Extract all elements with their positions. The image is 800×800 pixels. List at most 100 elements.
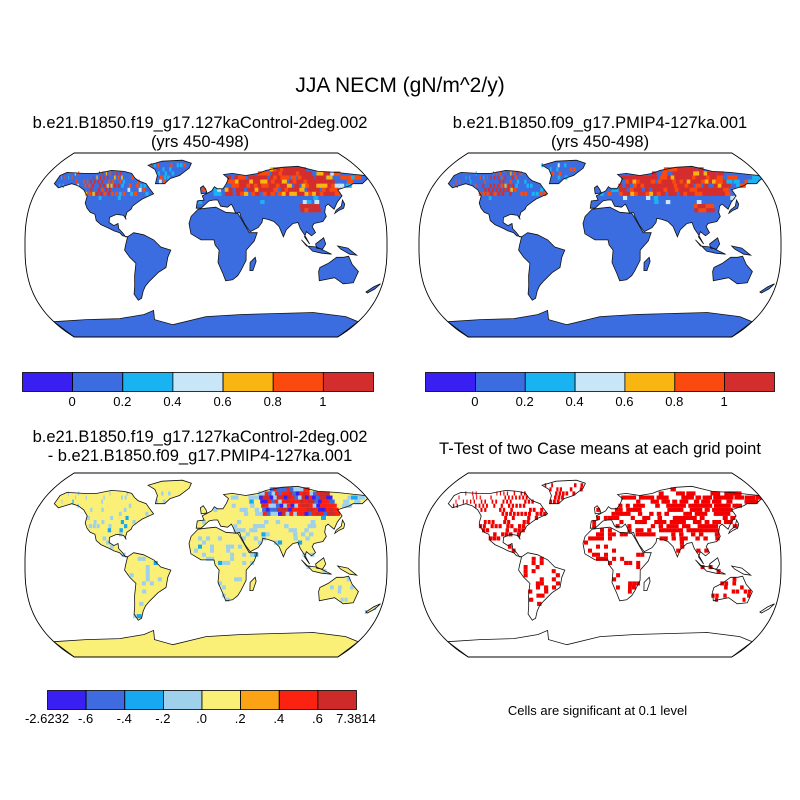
grid-cell: [653, 195, 659, 200]
coastline-new-guinea: [730, 245, 753, 256]
grid-cell: [119, 171, 122, 176]
grid-cell: [338, 585, 342, 590]
grid-cell: [717, 183, 724, 188]
grid-cell: [300, 487, 307, 492]
grid-cell: [627, 524, 632, 529]
grid-cell: [347, 175, 355, 180]
grid-cell: [524, 511, 528, 516]
grid-cell: [264, 171, 270, 176]
grid-cell: [273, 540, 279, 545]
colorbar-swatch: [85, 690, 126, 710]
grid-cell: [224, 187, 229, 192]
grid-cell: [242, 552, 247, 557]
grid-cell: [493, 183, 496, 188]
grid-cell: [300, 167, 307, 172]
grid-cell: [90, 187, 93, 192]
grid-cell: [290, 495, 297, 500]
coastline-australia: [318, 255, 359, 285]
grid-cell: [732, 503, 739, 508]
grid-cell: [536, 593, 541, 598]
coastline-north-america: [447, 489, 549, 558]
grid-cell: [271, 491, 277, 496]
grid-cell: [670, 167, 676, 172]
grid-cell: [320, 503, 326, 508]
grid-cell: [115, 191, 118, 196]
grid-cell: [622, 511, 627, 516]
grid-cell: [245, 179, 251, 184]
grid-cell: [134, 191, 137, 196]
grid-cell: [240, 191, 245, 196]
grid-cell: [636, 552, 641, 557]
colorbar-difference-tick: .0: [196, 711, 207, 726]
grid-cell: [145, 191, 149, 196]
grid-cell: [600, 536, 604, 541]
grid-cell: [748, 179, 755, 184]
grid-cell: [486, 175, 488, 180]
grid-cell: [588, 548, 592, 553]
grid-cell: [313, 195, 319, 200]
grid-cell: [217, 187, 222, 192]
grid-cell: [552, 585, 557, 590]
grid-cell: [535, 511, 539, 516]
grid-cell: [658, 524, 663, 529]
grid-cell: [128, 503, 132, 508]
grid-cell: [659, 528, 664, 533]
colorbar-pmip4-tick: 0.2: [515, 394, 534, 409]
grid-cell: [248, 495, 253, 500]
grid-cell: [744, 499, 751, 504]
grid-cell: [679, 532, 684, 537]
coastline-japan: [727, 198, 740, 215]
grid-cell: [112, 179, 115, 184]
grid-cell: [296, 511, 302, 516]
grid-cell: [498, 524, 502, 529]
grid-cell: [663, 536, 668, 541]
grid-cell: [723, 187, 729, 192]
grid-cell: [243, 507, 248, 512]
colorbar-pmip4-labels: 0 0.2 0.4 0.6 0.8 1: [425, 394, 775, 410]
pmip-fields: [447, 160, 775, 337]
grid-cell: [306, 491, 313, 496]
grid-cell: [145, 569, 150, 574]
grid-cell: [296, 179, 302, 184]
grid-cell: [296, 191, 302, 196]
grid-cell: [484, 187, 487, 192]
grid-cell: [633, 183, 638, 188]
grid-cell: [706, 495, 712, 500]
grid-cell: [488, 536, 493, 541]
grid-cell: [312, 503, 319, 508]
land-north-america: [54, 170, 154, 237]
grid-cell: [509, 191, 512, 196]
grid-cell: [755, 175, 763, 180]
grid-cell: [145, 573, 150, 578]
grid-cell: [459, 179, 461, 184]
grid-cell: [281, 179, 287, 184]
grid-cell: [318, 499, 324, 504]
grid-cell: [694, 208, 699, 213]
control-fields: [53, 160, 381, 337]
grid-cell: [320, 183, 326, 188]
grid-cell: [540, 507, 544, 512]
grid-cell: [695, 175, 702, 180]
coastline-australia: [712, 255, 753, 285]
grid-cell: [719, 179, 726, 184]
grid-cell: [688, 175, 694, 180]
grid-cell: [114, 183, 117, 188]
grid-cell: [695, 495, 702, 500]
grid-cell: [500, 183, 503, 188]
grid-cell: [627, 589, 632, 594]
grid-cell: [291, 187, 297, 192]
colorbar-pmip4: [425, 372, 775, 392]
grid-cell: [117, 183, 120, 188]
grid-cell: [701, 524, 707, 529]
grid-cell: [476, 495, 478, 500]
grid-cell: [650, 499, 656, 504]
grid-cell: [306, 507, 313, 512]
grid-cell: [723, 507, 729, 512]
grid-cell: [513, 171, 516, 176]
grid-cell: [304, 511, 310, 516]
coastline-antarctica: [52, 309, 360, 337]
grid-cell: [321, 515, 326, 520]
colorbar-swatch: [524, 372, 576, 392]
grid-cell: [699, 175, 705, 180]
grid-cell: [698, 191, 704, 196]
